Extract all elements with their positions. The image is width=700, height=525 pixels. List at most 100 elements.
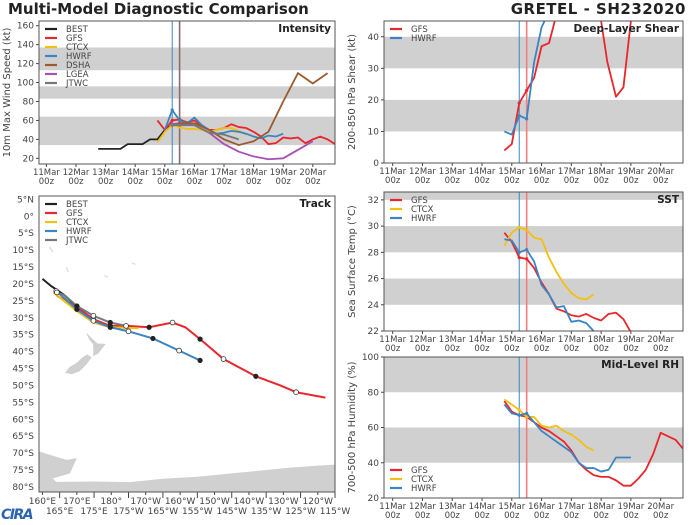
y-tick-label: 20 xyxy=(368,96,380,106)
y-tick-label: 60 xyxy=(368,424,380,434)
y-tick-label: 22 xyxy=(368,327,379,337)
plot-area xyxy=(384,21,683,163)
x-tick-label-hour: 00z xyxy=(385,176,401,186)
track-jtwc-marker-open xyxy=(123,323,129,329)
x-tick-label-date: 11Mar xyxy=(379,167,406,177)
y-axis-label: 200-850 hPa Shear (kt) xyxy=(347,34,358,150)
x-tick-label-date: 12Mar xyxy=(63,168,90,178)
legend-label-ctcx: CTCX xyxy=(66,43,89,53)
series-jtwc-point xyxy=(170,123,174,127)
track-jtwc-marker-filled xyxy=(107,319,113,326)
series-hwrf-point xyxy=(517,250,521,254)
x-tick-label-hour: 00z xyxy=(564,176,580,186)
x-tick-label-date: 13Mar xyxy=(92,168,119,178)
x-tick-label: 155°W xyxy=(182,507,213,517)
y-tick-label: 32 xyxy=(368,196,379,206)
series-hwrf-line xyxy=(163,109,284,140)
track-hwrf-marker-filled xyxy=(107,324,113,330)
x-tick-label-hour: 00z xyxy=(593,511,609,521)
x-tick-label-hour: 00z xyxy=(39,177,55,187)
y-tick-label: 100 xyxy=(362,353,379,363)
y-tick-label: 40°S xyxy=(12,348,34,358)
series-hwrf-point xyxy=(525,117,529,121)
x-tick-label-hour: 00z xyxy=(385,511,401,521)
x-tick-label-hour: 00z xyxy=(593,176,609,186)
legend-label-dsha: DSHA xyxy=(66,61,90,71)
y-tick-label: 60 xyxy=(23,116,35,126)
plot-area xyxy=(39,21,335,164)
x-tick-label-hour: 00z xyxy=(653,511,669,521)
panel-title: SST xyxy=(657,194,680,206)
x-tick-label-date: 12Mar xyxy=(409,502,436,512)
x-tick-label-date: 20Mar xyxy=(647,502,674,512)
y-tick-label: 55°S xyxy=(12,398,34,408)
series-hwrf-point xyxy=(170,108,174,112)
series-ctcx-point xyxy=(517,408,521,412)
series-jtwc-point xyxy=(178,123,182,127)
x-tick-label: 170°E xyxy=(63,497,91,507)
x-tick-label: 170°W xyxy=(130,497,161,507)
x-tick-label-hour: 00z xyxy=(216,177,232,187)
panel-title: Deep-Layer Shear xyxy=(573,23,679,35)
track-hwrf-marker-filled xyxy=(197,357,203,364)
x-tick-label-hour: 00z xyxy=(623,511,639,521)
x-tick-label-date: 11Mar xyxy=(379,502,406,512)
y-tick-label: 0 xyxy=(373,159,379,169)
x-tick-label-date: 16Mar xyxy=(528,502,555,512)
axes-frame xyxy=(383,20,684,164)
x-tick-label: 160°E xyxy=(29,497,57,507)
y-tick-label: 10°S xyxy=(12,246,34,256)
x-tick-label: 130°W xyxy=(268,497,299,507)
y-tick-label: 26 xyxy=(368,275,380,285)
x-tick-label-hour: 00z xyxy=(445,344,461,354)
y-tick-label: 28 xyxy=(368,248,380,258)
x-tick-label-date: 20Mar xyxy=(647,335,674,345)
cira-logo: CIRA xyxy=(1,507,34,523)
y-tick-label: 65°S xyxy=(12,432,34,442)
track-gfs-marker-filled xyxy=(146,324,152,330)
x-tick-label: 180° xyxy=(100,497,122,507)
axes-frame xyxy=(38,195,336,493)
x-tick-label-date: 16Mar xyxy=(528,167,555,177)
track-hwrf-marker-filled xyxy=(150,335,156,342)
x-tick-label-hour: 00z xyxy=(157,177,173,187)
legend-label-lgea: LGEA xyxy=(66,70,89,80)
x-tick-label: 145°W xyxy=(216,507,247,517)
plot-area xyxy=(39,246,335,492)
x-tick-label-date: 11Mar xyxy=(33,168,60,178)
y-tick-label: 35°S xyxy=(12,331,34,341)
y-tick-label: 80 xyxy=(368,388,380,398)
track-hwrf-marker-open xyxy=(176,347,182,354)
series-hwrf-point xyxy=(525,248,529,252)
series-hwrf-point xyxy=(517,413,521,417)
series-ctcx-line xyxy=(503,398,595,452)
x-tick-label-date: 15Mar xyxy=(498,167,525,177)
x-tick-label-date: 18Mar xyxy=(588,167,615,177)
legend-label-hwrf: HWRF xyxy=(66,52,92,62)
x-tick-label-date: 13Mar xyxy=(439,167,466,177)
x-tick-label-hour: 00z xyxy=(246,177,262,187)
track-jtwc-marker-filled xyxy=(74,303,80,309)
x-tick-label-hour: 00z xyxy=(653,176,669,186)
axes-frame xyxy=(383,356,684,499)
x-tick-label-hour: 00z xyxy=(593,344,609,354)
x-tick-label: 165°E xyxy=(46,507,74,517)
series-hwrf-point xyxy=(178,118,182,123)
track-jtwc-marker-open xyxy=(54,289,60,296)
x-tick-label-date: 12Mar xyxy=(409,335,436,345)
x-tick-label-hour: 00z xyxy=(68,177,84,187)
series-ctcx-point xyxy=(525,415,529,419)
x-tick-label-date: 13Mar xyxy=(439,502,466,512)
x-tick-label-date: 12Mar xyxy=(409,167,436,177)
x-tick-label-hour: 00z xyxy=(415,176,431,186)
pacific-islands xyxy=(48,246,136,278)
legend-label-hwrf: HWRF xyxy=(411,484,437,494)
y-axis-label: 700-500 hPa Humidity (%) xyxy=(347,361,358,493)
track-hwrf-marker-open xyxy=(125,328,132,335)
x-tick-label: 165°W xyxy=(148,507,179,517)
series-gfs-point xyxy=(525,88,529,93)
series-best-line xyxy=(98,124,173,150)
track-gfs-marker-open xyxy=(169,319,176,326)
x-tick-label: 115°W xyxy=(320,507,351,517)
